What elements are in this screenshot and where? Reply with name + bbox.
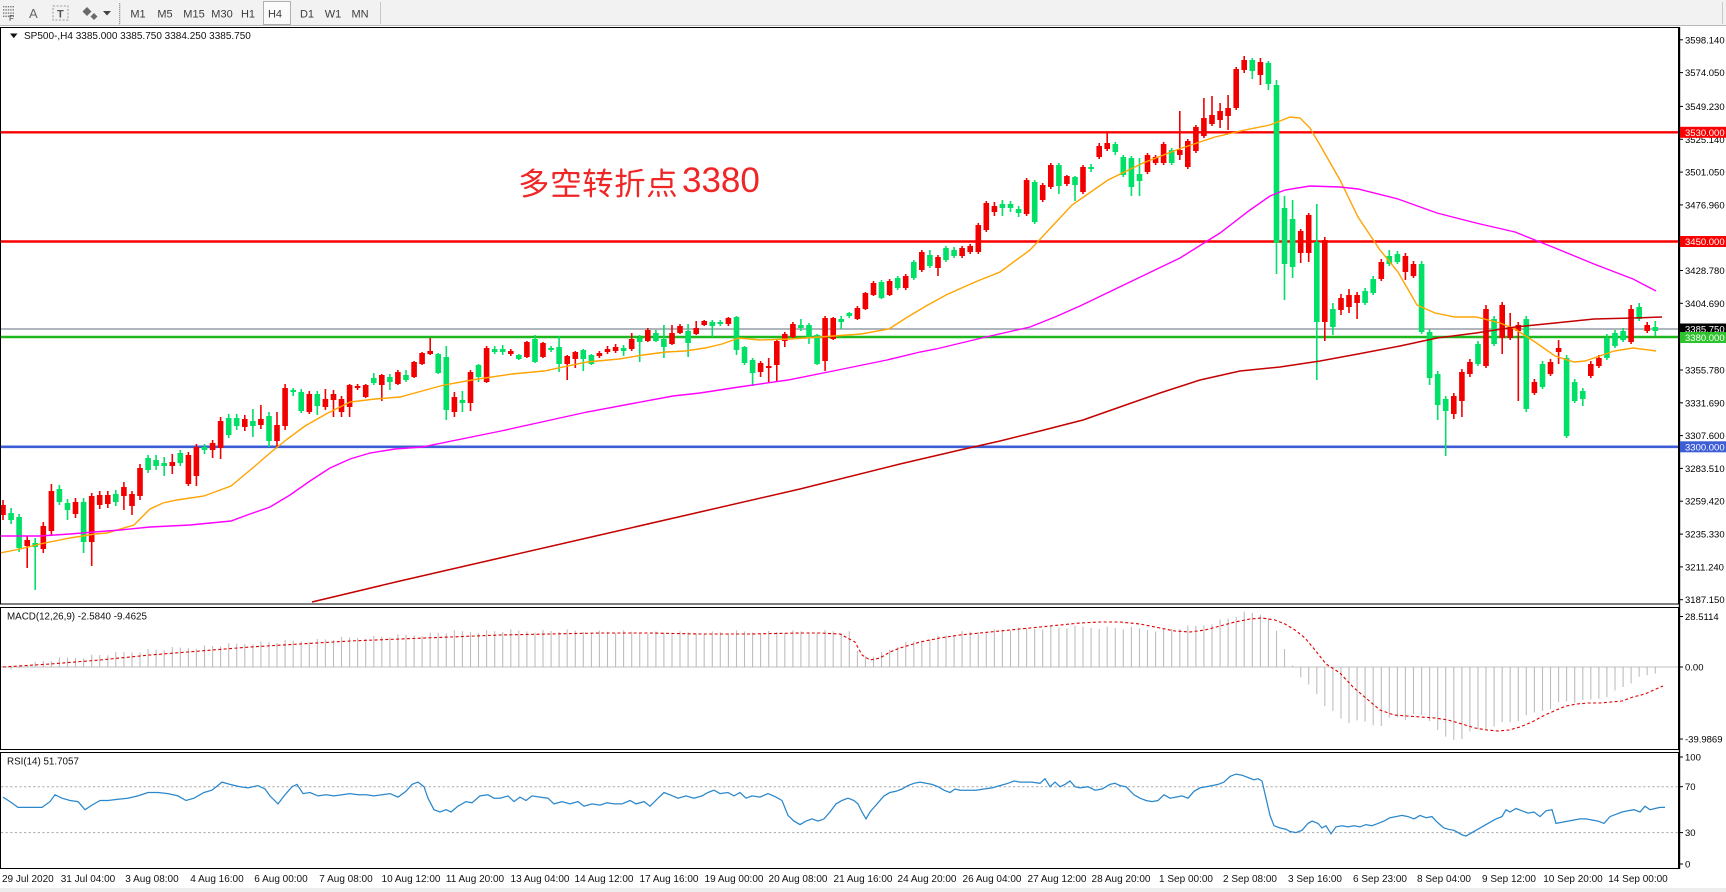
svg-text:0.00: 0.00 [1685,663,1704,674]
svg-text:4 Aug 16:00: 4 Aug 16:00 [190,874,244,885]
svg-text:M1: M1 [130,9,145,21]
svg-text:3307.600: 3307.600 [1685,431,1725,442]
svg-text:3187.150: 3187.150 [1685,595,1725,606]
svg-text:10 Aug 12:00: 10 Aug 12:00 [382,874,441,885]
svg-text:SP500-,H4 3385.000 3385.750 3: SP500-,H4 3385.000 3385.750 3384.250 338… [24,31,251,42]
svg-text:24 Aug 20:00: 24 Aug 20:00 [898,874,957,885]
svg-text:RSI(14) 51.7057: RSI(14) 51.7057 [7,757,79,768]
svg-text:3501.050: 3501.050 [1685,168,1725,179]
svg-text:100: 100 [1685,753,1701,764]
svg-text:3380: 3380 [682,161,760,200]
svg-text:3 Sep 16:00: 3 Sep 16:00 [1288,874,1342,885]
svg-text:8 Sep 04:00: 8 Sep 04:00 [1417,874,1471,885]
svg-text:3300.000: 3300.000 [1685,442,1725,453]
svg-text:3404.690: 3404.690 [1685,299,1725,310]
svg-text:19 Aug 00:00: 19 Aug 00:00 [705,874,764,885]
svg-text:A: A [29,6,38,21]
svg-text:D1: D1 [300,9,314,21]
svg-text:3331.690: 3331.690 [1685,398,1725,409]
svg-text:3259.420: 3259.420 [1685,497,1725,508]
svg-text:29 Jul 2020: 29 Jul 2020 [2,874,54,885]
svg-text:27 Aug 12:00: 27 Aug 12:00 [1028,874,1087,885]
svg-text:21 Aug 16:00: 21 Aug 16:00 [834,874,893,885]
svg-text:W1: W1 [325,9,342,21]
svg-text:13 Aug 04:00: 13 Aug 04:00 [511,874,570,885]
svg-text:28.5114: 28.5114 [1685,612,1719,623]
svg-text:H4: H4 [268,9,282,21]
svg-text:3 Aug 08:00: 3 Aug 08:00 [125,874,179,885]
svg-text:26 Aug 04:00: 26 Aug 04:00 [963,874,1022,885]
svg-text:3235.330: 3235.330 [1685,530,1725,541]
svg-text:7 Aug 08:00: 7 Aug 08:00 [319,874,373,885]
svg-text:F: F [9,14,14,23]
svg-text:14 Sep 00:00: 14 Sep 00:00 [1608,874,1668,885]
svg-text:9 Sep 12:00: 9 Sep 12:00 [1482,874,1536,885]
svg-text:H1: H1 [241,9,255,21]
svg-text:M30: M30 [211,9,232,21]
svg-text:3380.000: 3380.000 [1685,333,1725,344]
svg-text:10 Sep 20:00: 10 Sep 20:00 [1543,874,1603,885]
svg-text:3385.750: 3385.750 [1685,325,1725,336]
svg-text:20 Aug 08:00: 20 Aug 08:00 [769,874,828,885]
svg-text:3211.240: 3211.240 [1685,562,1724,573]
svg-text:1 Sep 00:00: 1 Sep 00:00 [1159,874,1213,885]
svg-text:-39.9869: -39.9869 [1685,735,1723,746]
svg-text:0: 0 [1685,860,1690,871]
svg-text:31 Jul 04:00: 31 Jul 04:00 [61,874,116,885]
svg-text:3525.140: 3525.140 [1685,135,1725,146]
svg-text:3598.140: 3598.140 [1685,35,1725,46]
svg-text:3355.780: 3355.780 [1685,366,1725,377]
svg-text:17 Aug 16:00: 17 Aug 16:00 [640,874,699,885]
svg-text:M15: M15 [183,9,204,21]
svg-text:3428.780: 3428.780 [1685,266,1725,277]
svg-text:3283.510: 3283.510 [1685,464,1725,475]
svg-text:3450.000: 3450.000 [1685,237,1725,248]
svg-text:6 Aug 00:00: 6 Aug 00:00 [254,874,308,885]
svg-text:M5: M5 [157,9,172,21]
svg-text:3549.230: 3549.230 [1685,102,1725,113]
svg-text:3530.000: 3530.000 [1685,128,1725,139]
svg-text:28 Aug 20:00: 28 Aug 20:00 [1092,874,1151,885]
svg-text:T: T [57,9,64,21]
svg-text:MACD(12,26,9) -2.5840 -9.4625: MACD(12,26,9) -2.5840 -9.4625 [7,612,148,623]
svg-text:11 Aug 20:00: 11 Aug 20:00 [446,874,505,885]
svg-text:MN: MN [351,9,368,21]
svg-text:6 Sep 23:00: 6 Sep 23:00 [1353,874,1407,885]
svg-text:70: 70 [1685,782,1696,793]
svg-text:3476.960: 3476.960 [1685,200,1725,211]
svg-text:3574.050: 3574.050 [1685,68,1725,79]
svg-text:2 Sep 08:00: 2 Sep 08:00 [1223,874,1277,885]
svg-text:30: 30 [1685,828,1696,839]
svg-text:14 Aug 12:00: 14 Aug 12:00 [575,874,634,885]
